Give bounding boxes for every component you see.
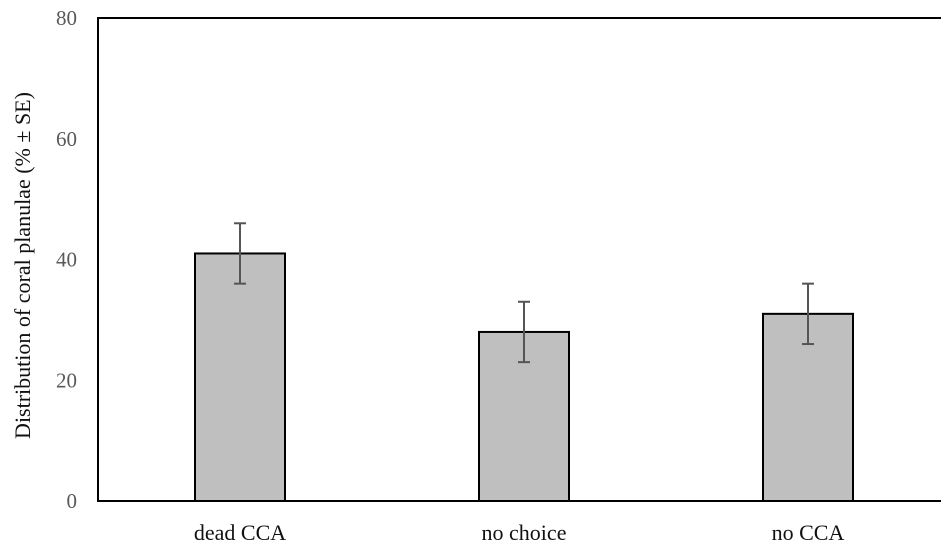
- x-category-label: no CCA: [772, 520, 845, 545]
- bars-layer: [194, 252, 854, 503]
- x-category-label: dead CCA: [194, 520, 286, 545]
- y-tick-labels: 0 20 40 60 80: [56, 6, 77, 513]
- y-axis-title: Distribution of coral planulae (% ± SE): [10, 92, 35, 439]
- bar-dead-cca: [194, 252, 286, 502]
- y-tick-label: 20: [56, 368, 77, 392]
- error-bar: [802, 282, 814, 346]
- error-bars-layer: [234, 222, 814, 364]
- y-tick-label: 0: [67, 489, 78, 513]
- error-bar: [518, 300, 530, 364]
- plot-area-frame: [97, 17, 941, 502]
- y-tick-label: 80: [56, 6, 77, 30]
- x-category-label: no choice: [482, 520, 567, 545]
- y-tick-label: 40: [56, 248, 77, 272]
- error-bar: [234, 222, 246, 285]
- y-tick-label: 60: [56, 127, 77, 151]
- bar-no-cca: [762, 312, 854, 502]
- x-category-labels: dead CCA no choice no CCA: [194, 520, 845, 545]
- axes-layer: [97, 17, 941, 502]
